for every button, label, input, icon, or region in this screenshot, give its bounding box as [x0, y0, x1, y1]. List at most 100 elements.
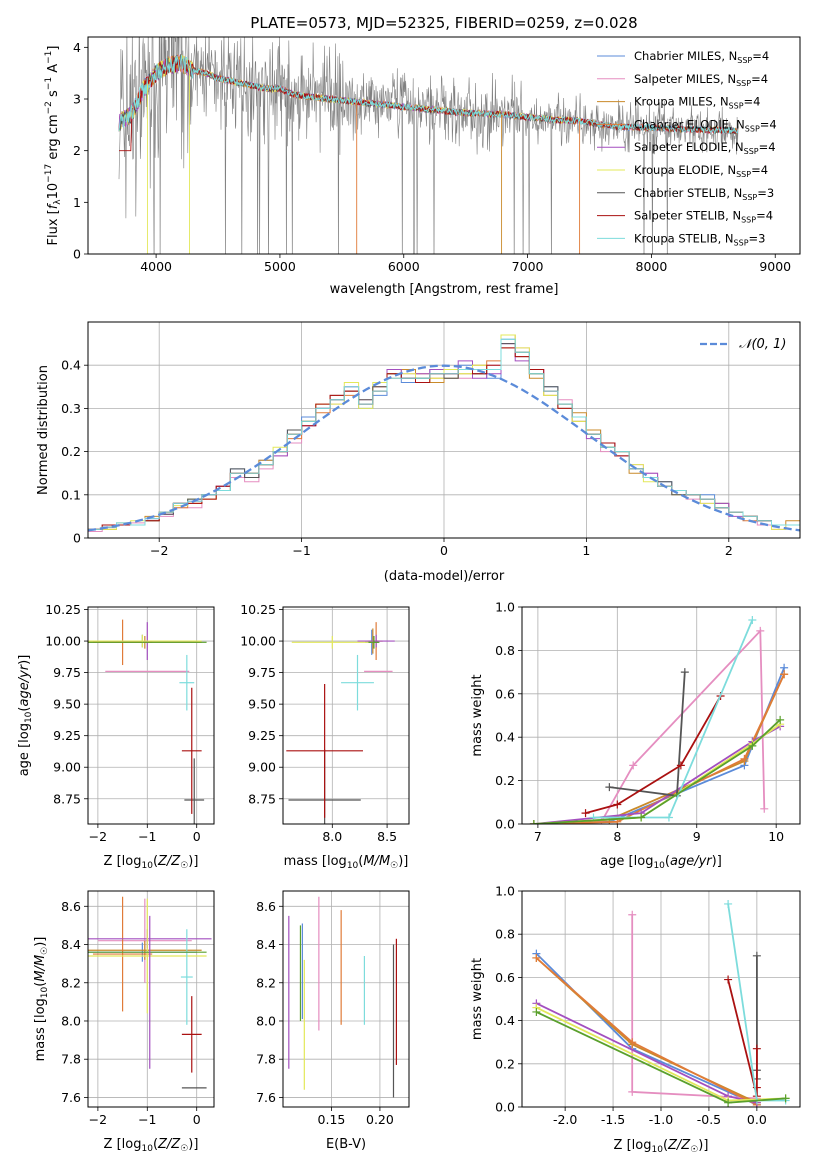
- mass-weight-line-salpeter-miles: [600, 628, 766, 823]
- legend-label: 𝒩(0, 1): [739, 337, 786, 352]
- x-tick-label: 0.15: [318, 1112, 346, 1127]
- panel-spectrum: 4000 5000 6000 7000 8000 9000 0 1 2 3 4 wavelength …: [44, 36, 801, 297]
- x-tick-label: −1: [138, 1112, 156, 1127]
- y-tick-label: 7.8: [256, 1052, 276, 1067]
- mass-weight-marker: [628, 1087, 637, 1096]
- mass-weight-marker: [781, 1094, 790, 1103]
- mass-weight-line-salpeter-stelib: [585, 695, 722, 814]
- x-tick-label: 0.0: [747, 1112, 767, 1127]
- legend-label: Kroupa MILES, NSSP=4: [634, 95, 760, 111]
- mass-weight-line-salpeter-stelib: [727, 979, 758, 1097]
- x-tick-label: 7: [534, 829, 542, 844]
- mass-weight-marker: [756, 626, 765, 635]
- y-tick-label: 2: [73, 143, 81, 158]
- x-tick-label: 1: [582, 543, 590, 558]
- x-axis-label: (data-model)/error: [384, 569, 505, 584]
- y-axis-label: mass [log10(M/M☉)]: [33, 937, 50, 1062]
- panel-mass-vs-Z: −2 −1 0 7.6 7.8 8.0 8.2 8.4 8.6 Z [log10(Z/Z☉)] ma…: [33, 890, 215, 1154]
- legend-label: Salpeter STELIB, NSSP=4: [634, 209, 773, 225]
- mass-weight-marker: [740, 754, 749, 763]
- mass-weight-marker: [760, 804, 769, 813]
- mass-weight-lines: [529, 616, 789, 824]
- axes-frame: [87, 321, 801, 539]
- y-tick-label: 9.50: [248, 697, 276, 712]
- y-tick-label: 8.0: [256, 1013, 276, 1028]
- x-tick-label: 4000: [140, 259, 172, 274]
- x-tick-label: 0: [193, 829, 201, 844]
- y-tick-label: 1.0: [495, 884, 515, 899]
- y-tick-label: 0.1: [61, 487, 81, 502]
- y-axis-label: Flux [fλ10−17 erg cm−2 s−1 A−1]: [44, 46, 63, 246]
- x-tick-label: 2: [725, 543, 733, 558]
- panel-age-vs-Z: −2 −1 0 8.75 9.00 9.25 9.50 9.75 10.00 10.25 Z [lo…: [17, 602, 215, 871]
- y-tick-label: 10.00: [45, 634, 81, 649]
- y-tick-label: 8.75: [248, 791, 276, 806]
- mass-weight-marker: [752, 1044, 761, 1053]
- y-tick-label: 8.0: [61, 1013, 81, 1028]
- mass-weight-marker: [724, 899, 733, 908]
- axes-frame: [521, 890, 801, 1108]
- x-tick-label: -1.0: [649, 1112, 673, 1127]
- mass-weight-marker: [637, 813, 646, 822]
- x-axis-label: E(B-V): [326, 1137, 366, 1152]
- y-tick-label: 3: [73, 92, 81, 107]
- x-tick-label: 5000: [264, 259, 296, 274]
- mass-weight-marker: [628, 1038, 637, 1047]
- figure-title: PLATE=0573, MJD=52325, FIBERID=0259, z=0…: [250, 14, 637, 32]
- mass-weight-marker: [724, 1098, 733, 1107]
- mass-weight-line-kroupa-miles: [535, 957, 758, 1104]
- spectrum-lines: [118, 37, 739, 254]
- histogram-step-kroupa-stelib: [88, 338, 800, 538]
- y-tick-label: 7.8: [61, 1052, 81, 1067]
- y-tick-label: 8.6: [256, 899, 276, 914]
- y-tick-label: 0.2: [495, 773, 515, 788]
- x-tick-label: −1: [292, 543, 310, 558]
- x-tick-label: 8.0: [322, 829, 342, 844]
- x-tick-label: 0: [193, 1112, 201, 1127]
- x-tick-label: 7000: [512, 259, 544, 274]
- legend-label: Salpeter ELODIE, NSSP=4: [634, 140, 776, 156]
- axes-frame: [87, 606, 215, 825]
- legend-label: Chabrier ELODIE, NSSP=4: [634, 117, 777, 133]
- y-tick-label: 9.50: [53, 697, 81, 712]
- y-tick-label: 1: [73, 195, 81, 210]
- observed-spectrum-line: [118, 37, 739, 254]
- model-spectrum-line-kroupa-stelib: [118, 55, 739, 135]
- mass-weight-marker: [776, 715, 785, 724]
- legend: Chabrier MILES, NSSP=4 Salpeter MILES, NS…: [597, 49, 777, 247]
- y-tick-label: 9.75: [248, 665, 276, 680]
- axes-frame: [282, 606, 410, 825]
- mass-weight-marker: [629, 761, 638, 770]
- y-tick-label: 8.4: [61, 937, 81, 952]
- y-tick-label: 0.8: [495, 927, 515, 942]
- y-tick-label: 0.6: [495, 970, 515, 985]
- mass-weight-marker: [748, 741, 757, 750]
- mass-weight-marker: [605, 783, 614, 792]
- y-tick-label: 9.75: [53, 665, 81, 680]
- y-tick-label: 0.4: [495, 730, 515, 745]
- y-tick-label: 0.3: [61, 401, 81, 416]
- y-tick-label: 9.00: [248, 760, 276, 775]
- errorbars: [88, 619, 207, 824]
- legend-label: Kroupa ELODIE, NSSP=4: [634, 163, 768, 179]
- y-tick-label: 9.25: [248, 728, 276, 743]
- y-tick-label: 0.8: [495, 643, 515, 658]
- x-tick-label: 0: [440, 543, 448, 558]
- x-tick-label: 8000: [636, 259, 668, 274]
- axes-frame: [282, 890, 410, 1108]
- mass-weight-line-green: [533, 719, 781, 824]
- mass-weight-marker: [676, 761, 685, 770]
- x-axis-label: mass [log10(M/M☉)]: [284, 854, 409, 871]
- mass-weight-line-chabrier-stelib: [609, 672, 686, 797]
- y-tick-label: 0.2: [495, 1056, 515, 1071]
- mass-weight-marker: [613, 800, 622, 809]
- legend-label: Chabrier STELIB, NSSP=3: [634, 186, 774, 202]
- y-tick-label: 1.0: [495, 600, 515, 615]
- y-tick-label: 9.00: [53, 760, 81, 775]
- mass-weight-marker: [664, 813, 673, 822]
- y-tick-label: 8.75: [53, 791, 81, 806]
- x-axis-label: age [log10(age/yr)]: [600, 854, 722, 871]
- y-tick-label: 7.6: [256, 1090, 276, 1105]
- legend-label: Chabrier MILES, NSSP=4: [634, 49, 769, 65]
